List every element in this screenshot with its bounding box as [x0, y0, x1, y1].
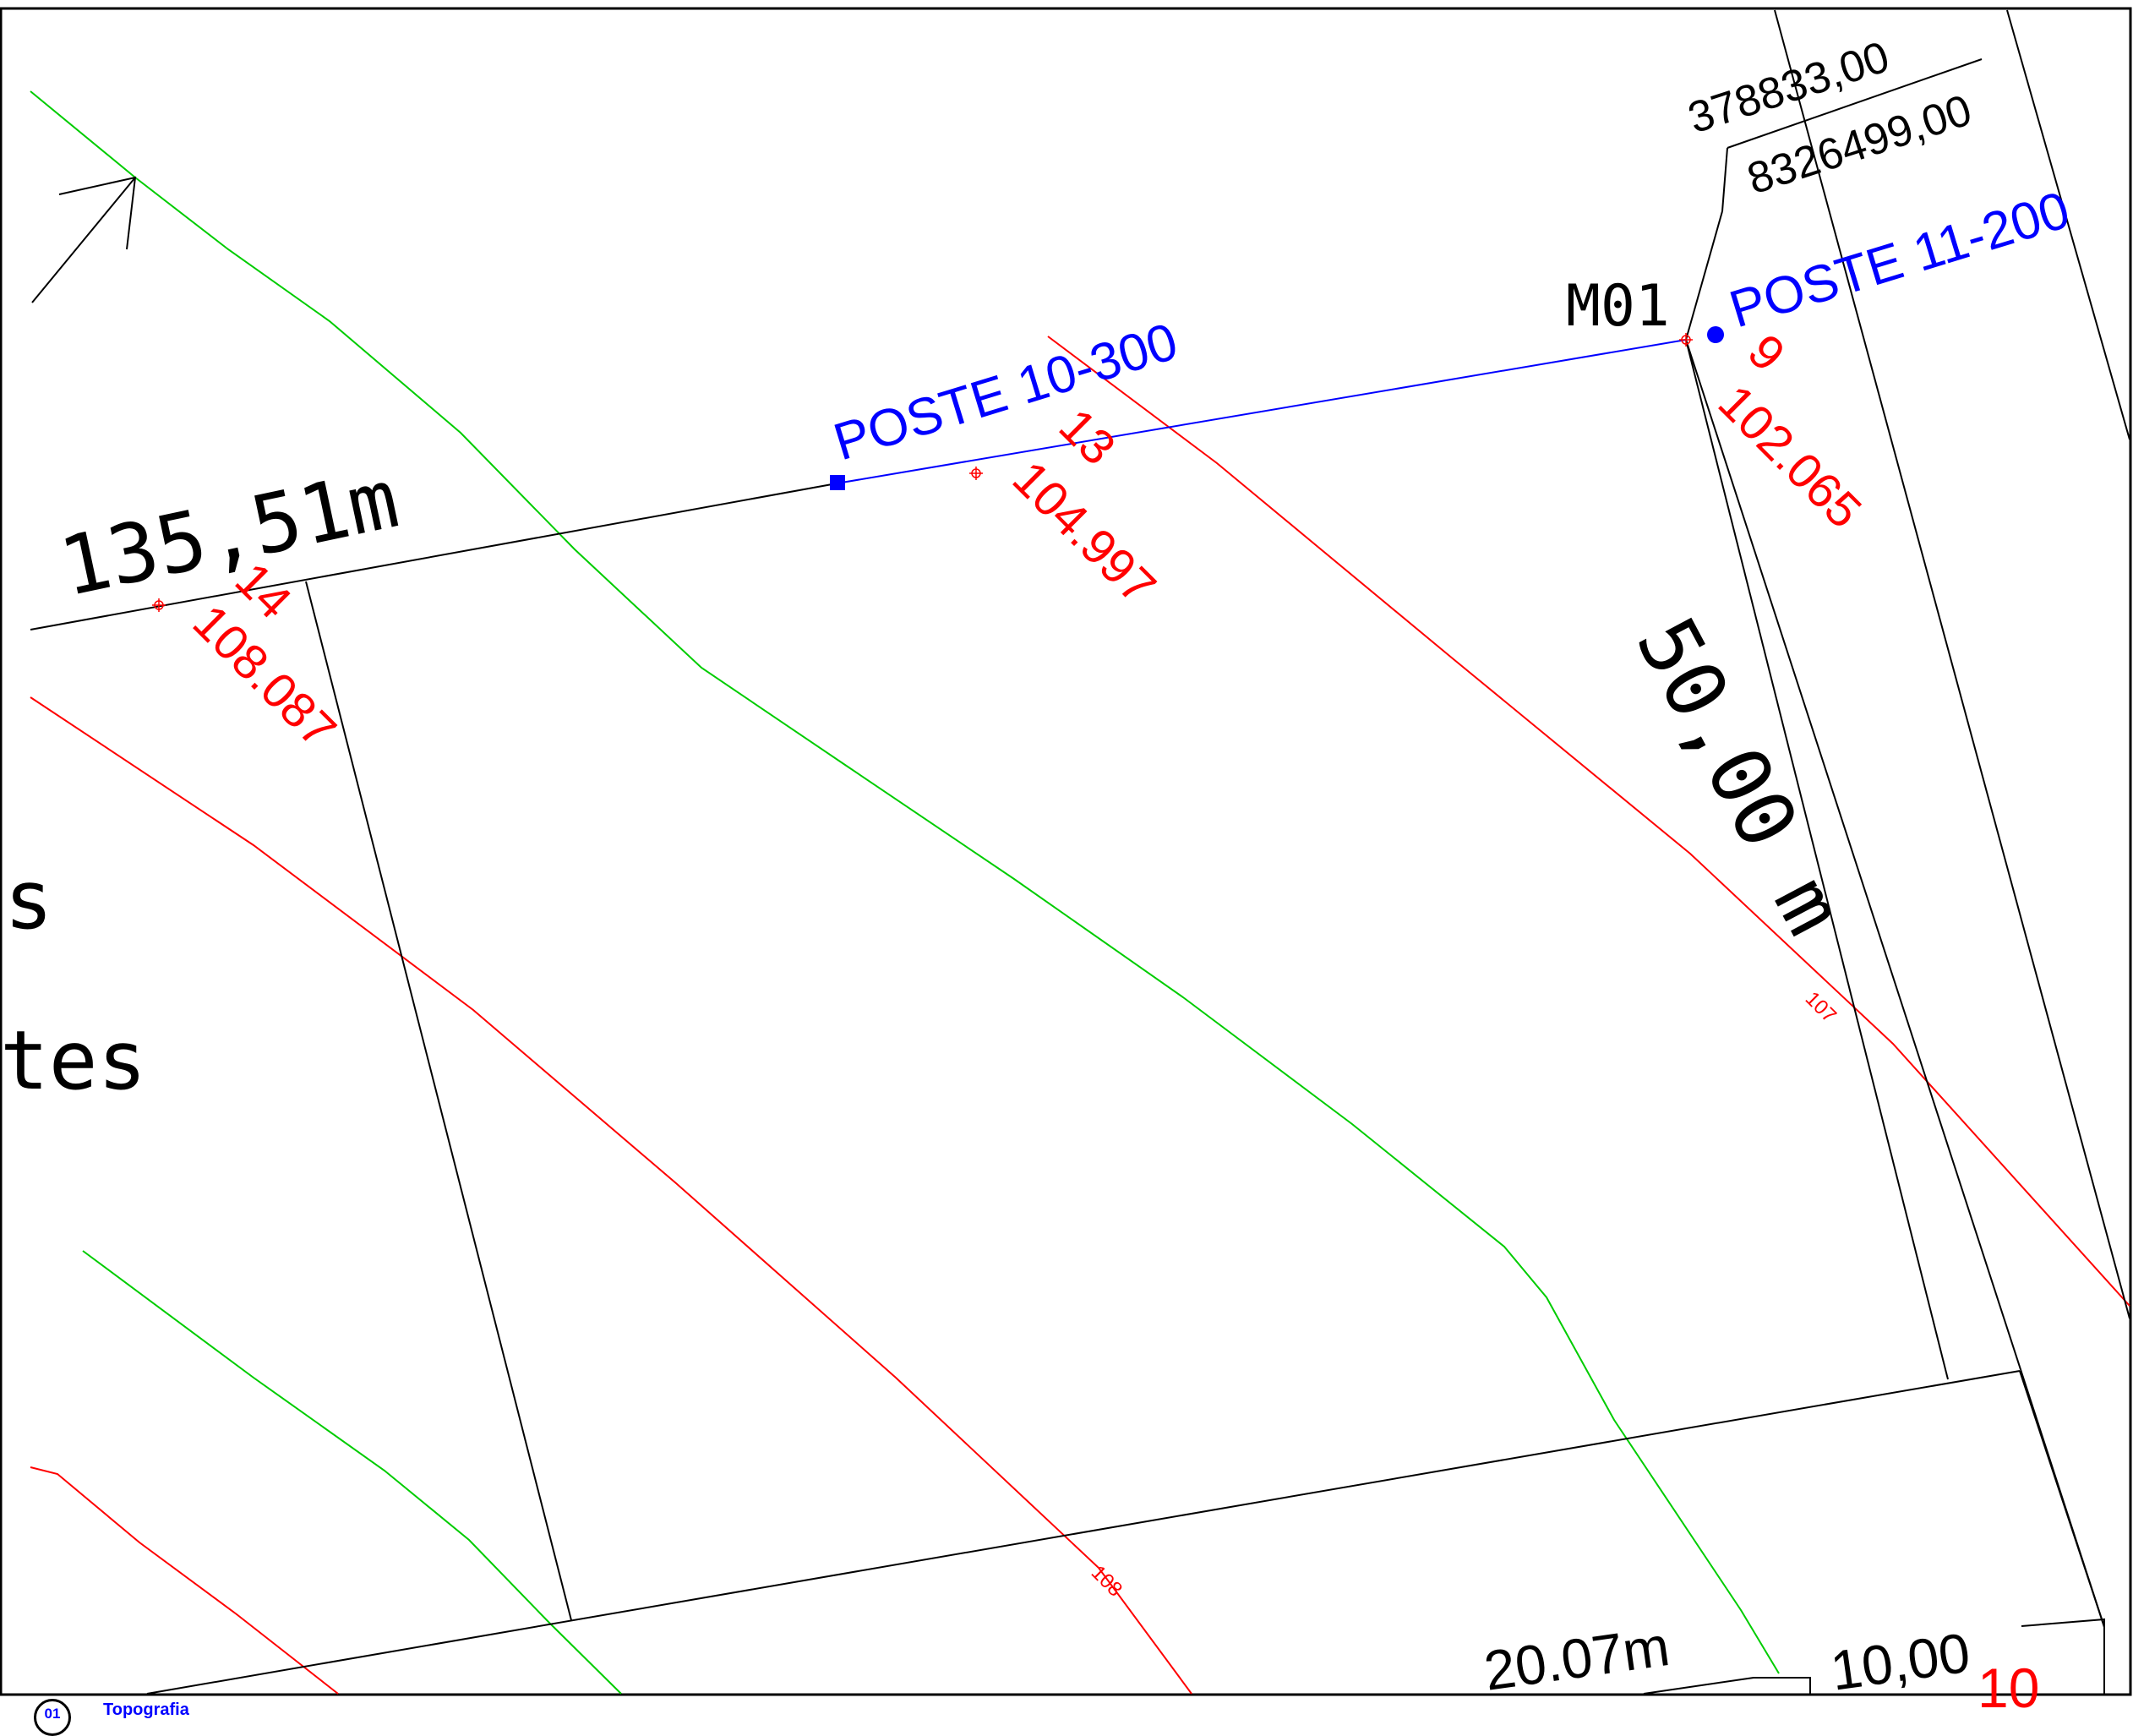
- lot-boundaries: [30, 9, 2130, 1695]
- cut-off-red-label: 10: [1978, 1657, 2039, 1714]
- point-elevation-label: 104.997: [1002, 450, 1166, 614]
- dimension-label-right: 50,00 m: [1618, 603, 1863, 949]
- cropped-text-s: s: [4, 853, 53, 947]
- point-elevation-label: 102.065: [1708, 374, 1872, 538]
- red-contour-line-107: [1047, 336, 2130, 1307]
- poste-10-300-marker: [830, 475, 845, 490]
- viewport-frame: [0, 7, 2132, 1696]
- green-contour-line: [30, 90, 1780, 1674]
- poste-10-300-label: POSTE 10-300: [827, 312, 1184, 472]
- red-contour-line-108: [30, 696, 1192, 1695]
- drawing-title: Topografia: [103, 1701, 189, 1719]
- poste-11-200-label: POSTE 11-200: [1723, 181, 2076, 340]
- title-block: 01 Topografia: [34, 1694, 287, 1736]
- poste-11-200-marker: [1707, 326, 1724, 343]
- point-id-label: 13: [1049, 398, 1127, 476]
- red-contour-line: [30, 1466, 339, 1695]
- cropped-text-tes: tes: [0, 1013, 146, 1108]
- north-arrow-icon: [31, 176, 137, 303]
- contour-label-107: 107: [1801, 987, 1841, 1027]
- green-contour-line: [82, 1250, 622, 1695]
- dimension-label-bottom-left: 20.07m: [1481, 1614, 1673, 1702]
- contour-label-108: 108: [1087, 1561, 1127, 1601]
- marco-label: M01: [1566, 273, 1670, 340]
- network-line: [836, 339, 1687, 484]
- drawing-number-badge: 01: [34, 1699, 71, 1736]
- dimension-label-bottom-right: 10,00: [1827, 1621, 1974, 1702]
- survey-point-markers: [152, 333, 1693, 612]
